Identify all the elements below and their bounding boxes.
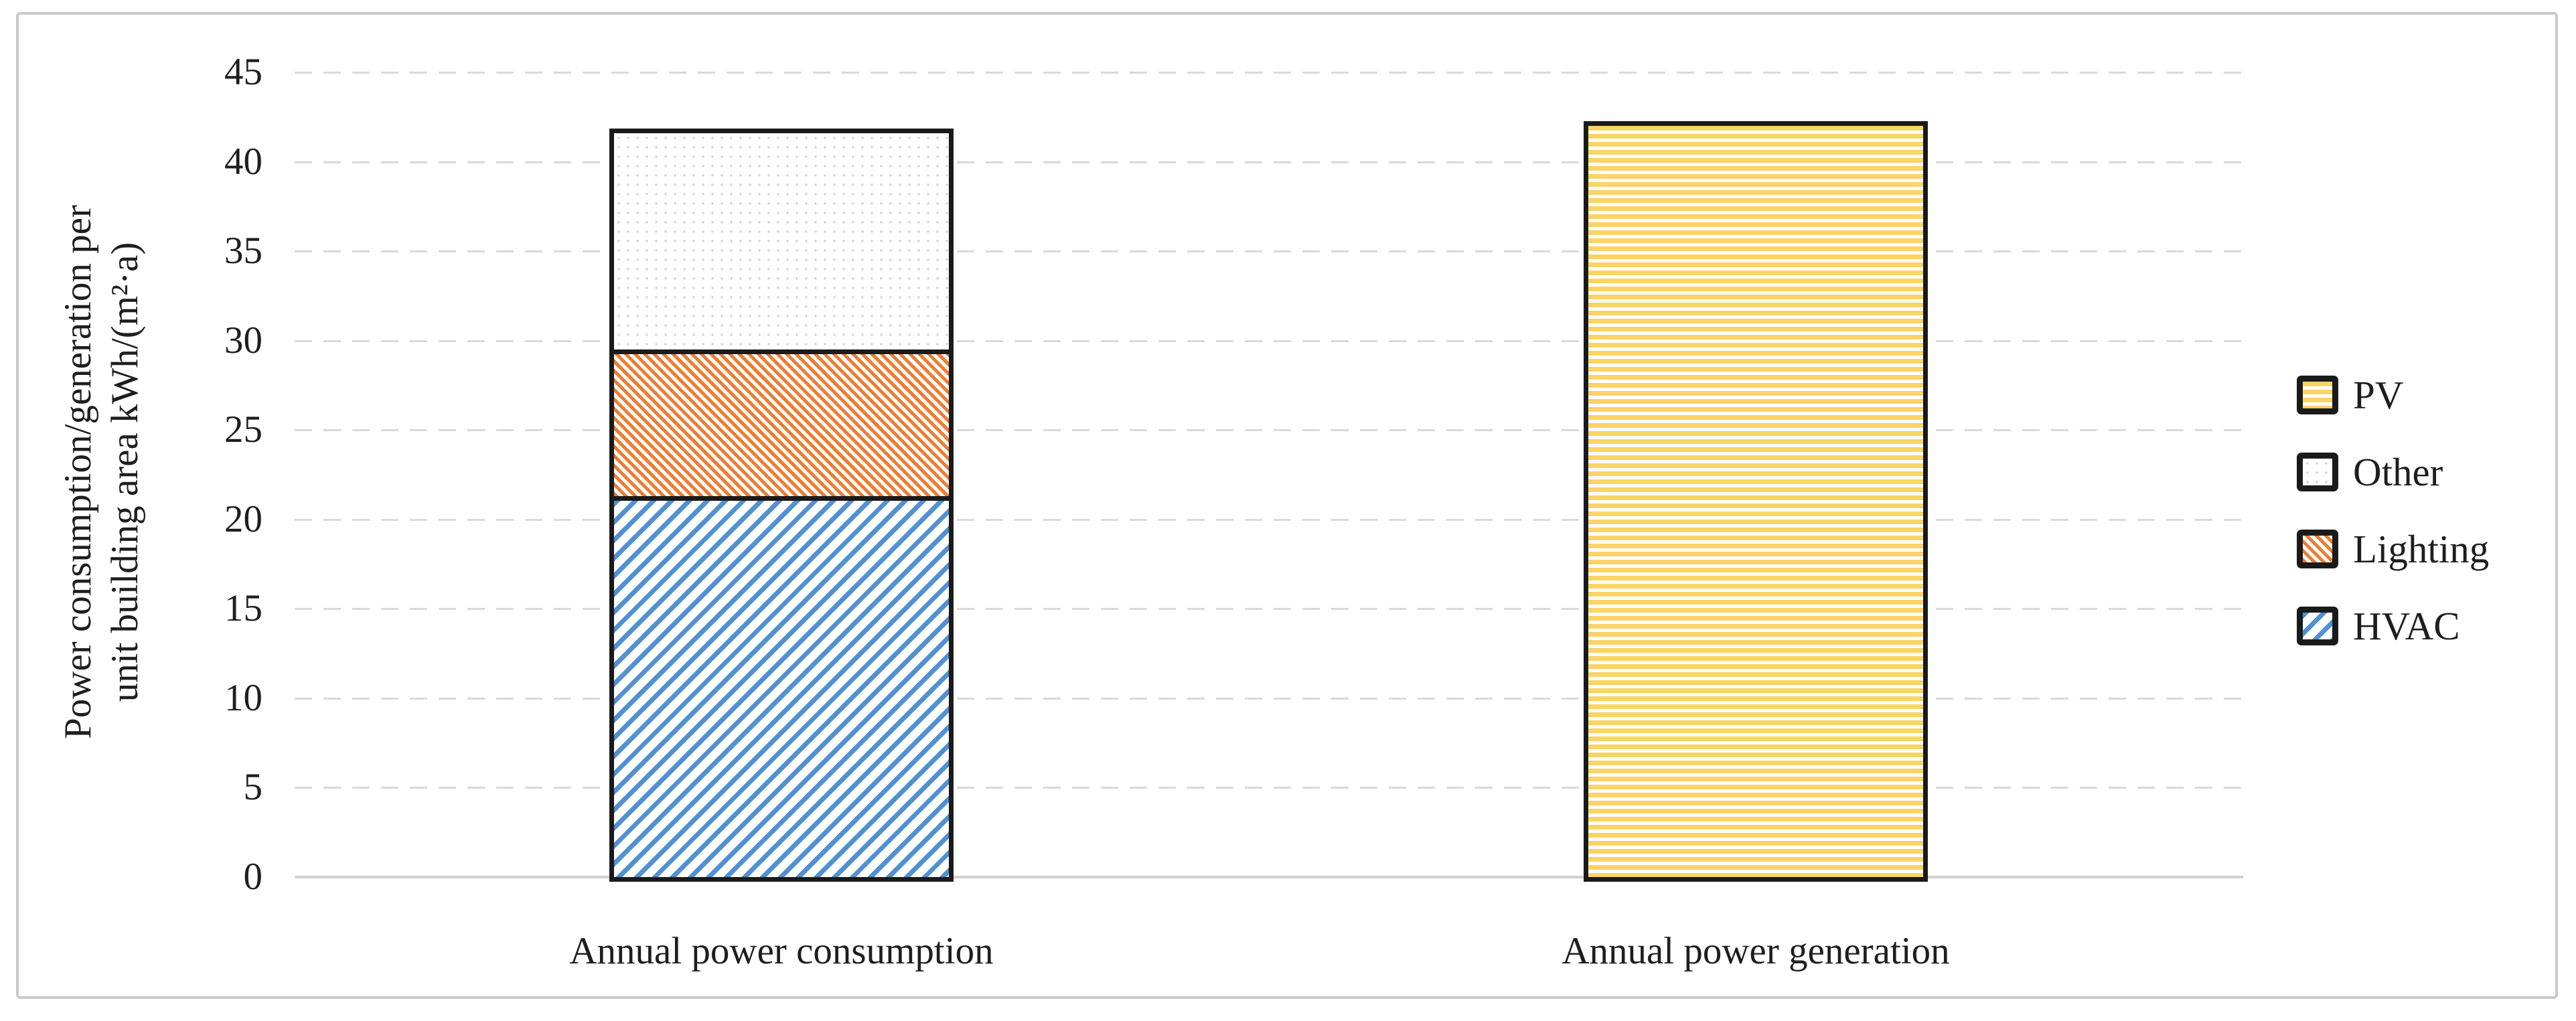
gridline-y-40 xyxy=(295,161,2243,163)
bar-segment-other xyxy=(614,133,949,350)
y-axis-title-line2: unit building area kWh/(m²·a) xyxy=(104,242,146,702)
gridline-y-35 xyxy=(295,250,2243,253)
bar-annual-power-generation xyxy=(1584,121,1928,882)
legend-item-other: Other xyxy=(2297,452,2489,492)
gridline-y-20 xyxy=(295,518,2243,521)
legend-label-lighting: Lighting xyxy=(2353,527,2490,571)
bar-segment-hvac xyxy=(614,496,949,877)
bar-segment-pv xyxy=(1588,126,1923,877)
y-tick-label-25: 25 xyxy=(224,408,262,451)
x-category-label-2: Annual power generation xyxy=(1562,930,1950,972)
gridline-y-5 xyxy=(295,787,2243,789)
y-axis-title-line1: Power consumption/generation per xyxy=(57,205,99,739)
bar-segment-lighting xyxy=(614,349,949,497)
y-tick-label-40: 40 xyxy=(224,140,262,183)
other-pattern-swatch-icon xyxy=(2297,453,2338,491)
y-tick-label-0: 0 xyxy=(243,856,263,898)
gridline-y-30 xyxy=(295,339,2243,342)
x-category-label-1: Annual power consumption xyxy=(569,930,994,972)
bar-annual-power-consumption xyxy=(609,128,954,882)
gridline-y-25 xyxy=(295,429,2243,432)
pv-pattern-swatch-icon xyxy=(2297,376,2338,414)
y-tick-label-20: 20 xyxy=(224,497,262,540)
gridline-y-10 xyxy=(295,697,2243,700)
figure-border-frame xyxy=(16,12,2558,999)
legend-label-hvac: HVAC xyxy=(2353,604,2460,648)
legend-label-pv: PV xyxy=(2353,373,2404,417)
legend-item-pv: PV xyxy=(2297,375,2489,415)
y-tick-label-5: 5 xyxy=(243,766,263,809)
gridline-y-45 xyxy=(295,72,2243,74)
y-tick-label-15: 15 xyxy=(224,587,262,630)
y-tick-label-10: 10 xyxy=(224,676,262,719)
legend-item-hvac: HVAC xyxy=(2297,606,2489,646)
gridline-y-15 xyxy=(295,608,2243,611)
hvac-pattern-swatch-icon xyxy=(2297,607,2338,645)
x-axis-baseline xyxy=(295,876,2243,878)
lighting-pattern-swatch-icon xyxy=(2297,530,2338,568)
y-axis-title: Power consumption/generation per unit bu… xyxy=(55,205,149,739)
legend-label-other: Other xyxy=(2353,450,2443,494)
y-tick-label-45: 45 xyxy=(224,51,262,93)
y-tick-label-30: 30 xyxy=(224,319,262,362)
y-tick-label-35: 35 xyxy=(224,230,262,272)
legend: PV Other Lighting HVAC xyxy=(2297,375,2489,646)
legend-item-lighting: Lighting xyxy=(2297,529,2489,569)
